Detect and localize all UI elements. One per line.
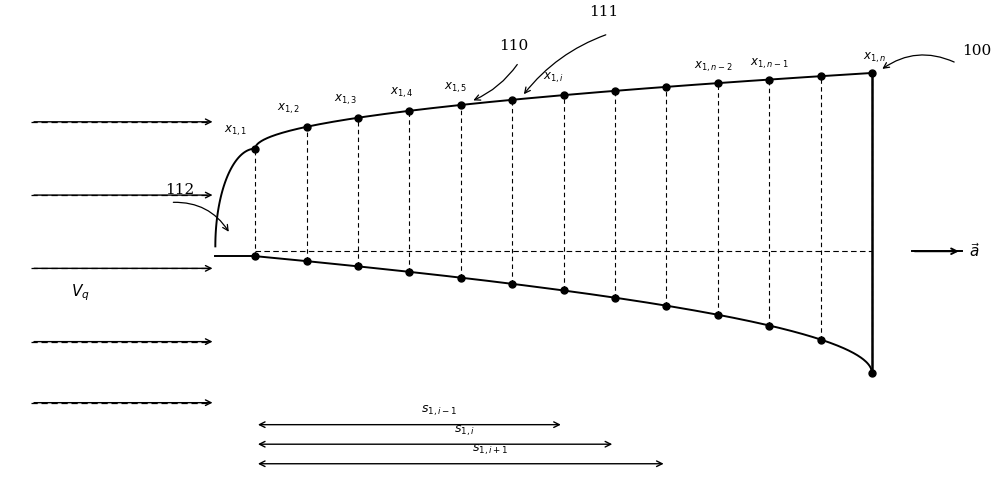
Text: $\vec{a}$: $\vec{a}$ [969, 242, 980, 260]
Text: $x_{1,n-2}$: $x_{1,n-2}$ [694, 60, 732, 74]
Text: $s_{1,i-1}$: $s_{1,i-1}$ [421, 404, 457, 418]
Text: $x_{1,4}$: $x_{1,4}$ [390, 86, 413, 100]
Text: $s_{1,i+1}$: $s_{1,i+1}$ [472, 443, 509, 458]
Text: 100: 100 [962, 44, 991, 58]
Text: $x_{1,2}$: $x_{1,2}$ [277, 102, 300, 116]
Text: $x_{1,5}$: $x_{1,5}$ [444, 81, 467, 95]
Text: $x_{1,3}$: $x_{1,3}$ [334, 92, 358, 107]
Text: $x_{1,1}$: $x_{1,1}$ [224, 123, 247, 138]
Text: $V_q$: $V_q$ [71, 282, 90, 303]
Text: $x_{1,i}$: $x_{1,i}$ [543, 71, 564, 86]
Text: 111: 111 [589, 5, 618, 19]
Text: $s_{1,i}$: $s_{1,i}$ [454, 424, 475, 438]
Text: 112: 112 [166, 183, 195, 197]
Text: $x_{1,n}$: $x_{1,n}$ [863, 51, 887, 65]
Text: 110: 110 [499, 39, 528, 54]
Text: $x_{1,n-1}$: $x_{1,n-1}$ [750, 57, 789, 71]
